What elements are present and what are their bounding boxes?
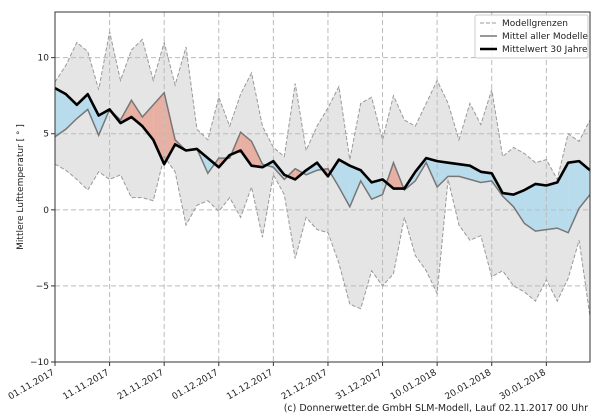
below-normal-fill [480,171,492,183]
below-normal-fill [437,161,449,187]
x-tick-label: 21.11.2017 [116,368,166,402]
x-tick-label: 01.11.2017 [7,368,57,402]
model-range-band [55,31,590,317]
below-normal-fill [55,88,66,137]
x-tick-label: 31.12.2017 [334,368,384,402]
x-tick-label: 01.12.2017 [171,368,221,402]
below-normal-fill [579,161,590,209]
above-normal-fill [164,92,176,165]
above-normal-fill [142,104,154,140]
below-normal-fill [360,170,372,200]
y-tick-label: −5 [36,282,49,292]
below-normal-fill [87,94,99,136]
legend-box [474,14,589,59]
y-tick-label: 0 [43,206,49,216]
below-normal-fill [469,165,481,183]
x-tick-label: 11.11.2017 [61,368,111,402]
below-normal-fill [513,190,525,224]
plot-frame [54,11,591,363]
below-normal-fill [568,161,580,233]
below-normal-fill [76,94,88,119]
y-tick-label: 5 [43,130,49,140]
below-normal-fill [458,164,470,180]
above-normal-fill [240,132,252,166]
below-normal-fill [535,183,547,232]
x-tick-label: 21.12.2017 [280,368,330,402]
below-normal-fill [349,165,361,207]
x-tick-label: 11.12.2017 [225,368,275,402]
lower-model-bound-line [54,155,591,317]
above-normal-fill [131,100,143,127]
legend-label: Mittel aller Modelle [502,32,588,42]
x-tick-label: 10.01.2018 [389,368,439,403]
x-tick-label: 20.01.2018 [444,368,494,403]
legend-label: Modellgrenzen [502,19,568,29]
above-normal-fill [153,92,165,165]
below-normal-fill [330,159,339,187]
climate-mean-line [54,86,591,196]
below-normal-fill [524,183,536,232]
below-normal-fill [448,162,459,177]
below-normal-fill [338,159,350,207]
x-tick-label: 30.01.2018 [498,368,548,403]
y-tick-label: 10 [38,54,50,64]
legend-label: Mittelwert 30 Jahre [502,45,588,55]
below-normal-fill [546,182,558,230]
below-normal-fill [371,179,383,200]
below-normal-fill [207,158,215,174]
copyright-footer: (c) Donnerwetter.de GmbH SLM-Modell, Lau… [283,403,588,414]
y-axis-label: Mittlere Lufttemperatur [ ° ] [16,124,26,250]
legend: Modellgrenzen Mittel aller Modelle Mittelw… [474,14,589,59]
y-tick-label: −10 [30,358,49,368]
